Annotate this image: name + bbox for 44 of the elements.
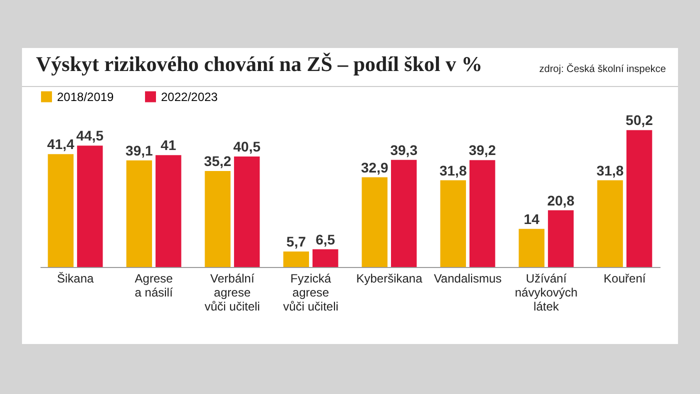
x-tick-label: Užívání návykových látek (514, 272, 578, 314)
bar (390, 160, 417, 267)
bar (312, 249, 338, 267)
bar (234, 156, 260, 267)
bar (626, 130, 652, 267)
data-label: 50,2 (626, 112, 654, 128)
data-label: 31,8 (439, 162, 467, 178)
bar (126, 160, 152, 267)
data-label: 40,5 (233, 138, 261, 155)
bar (597, 180, 623, 267)
data-label: 44,5 (76, 128, 104, 144)
data-label: 41,4 (47, 136, 75, 152)
data-label: 39,2 (468, 142, 496, 158)
chart-title: Výskyt rizikového chování na ZŠ – podíl škol v % (36, 52, 482, 77)
data-label: 39,3 (390, 142, 418, 158)
bar (518, 228, 544, 267)
x-tick-label: Vandalismus (434, 272, 502, 286)
x-tick-label: Agrese a násilí (134, 272, 174, 300)
data-label: 41 (160, 137, 176, 154)
data-label: 20,8 (547, 192, 575, 208)
data-label: 31,8 (596, 162, 624, 178)
bar (283, 251, 310, 267)
bar (77, 146, 103, 267)
data-label: 32,9 (361, 159, 388, 176)
bar (204, 171, 231, 267)
bar (469, 160, 496, 267)
data-label: 35,2 (204, 153, 232, 169)
x-tick-label: Kyberšikana (356, 272, 423, 286)
bar (362, 177, 388, 267)
data-label: 14 (524, 210, 540, 227)
legend-label: 2022/2023 (161, 90, 218, 104)
bar (156, 155, 182, 267)
bar (440, 180, 466, 267)
bar (548, 210, 574, 267)
text: zdroj: Česká školní inspekce (539, 64, 666, 75)
data-label: 39,1 (126, 142, 154, 158)
data-label: 6,5 (316, 231, 336, 248)
legend-label: 2018/2019 (57, 90, 114, 104)
data-label: 5,7 (286, 233, 306, 250)
x-tick-label: Fyzická agrese vůči učiteli (283, 272, 338, 314)
x-tick-label: Kouření (604, 272, 646, 286)
x-tick-label: Šikana (56, 272, 94, 286)
x-tick-label: Verbální agrese vůči učiteli (204, 272, 260, 314)
bar (48, 154, 74, 267)
